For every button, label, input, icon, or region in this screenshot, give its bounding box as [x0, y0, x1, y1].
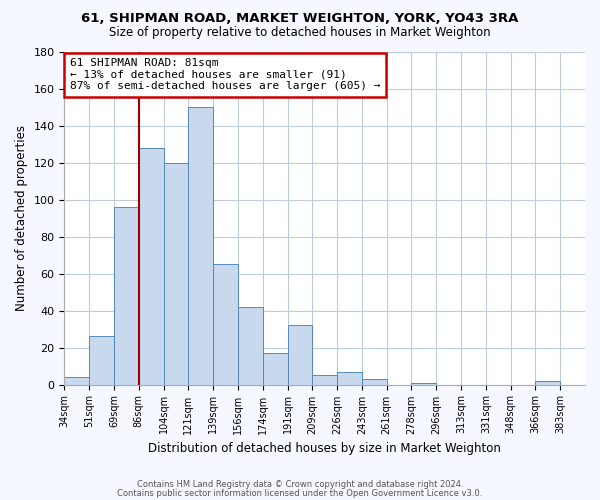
Bar	[64, 377, 89, 384]
Text: Size of property relative to detached houses in Market Weighton: Size of property relative to detached ho…	[109, 26, 491, 39]
Y-axis label: Number of detached properties: Number of detached properties	[15, 125, 28, 311]
Bar	[89, 336, 114, 384]
Bar	[337, 372, 362, 384]
Bar	[164, 162, 188, 384]
Bar	[535, 381, 560, 384]
Text: 61 SHIPMAN ROAD: 81sqm
← 13% of detached houses are smaller (91)
87% of semi-det: 61 SHIPMAN ROAD: 81sqm ← 13% of detached…	[70, 58, 380, 92]
Bar	[362, 379, 386, 384]
Bar	[287, 326, 313, 384]
Text: Contains public sector information licensed under the Open Government Licence v3: Contains public sector information licen…	[118, 488, 482, 498]
Text: Contains HM Land Registry data © Crown copyright and database right 2024.: Contains HM Land Registry data © Crown c…	[137, 480, 463, 489]
X-axis label: Distribution of detached houses by size in Market Weighton: Distribution of detached houses by size …	[148, 442, 501, 455]
Bar	[313, 376, 337, 384]
Bar	[263, 353, 287, 384]
Bar	[188, 107, 213, 384]
Bar	[139, 148, 164, 384]
Text: 61, SHIPMAN ROAD, MARKET WEIGHTON, YORK, YO43 3RA: 61, SHIPMAN ROAD, MARKET WEIGHTON, YORK,…	[82, 12, 518, 26]
Bar	[412, 382, 436, 384]
Bar	[213, 264, 238, 384]
Bar	[238, 307, 263, 384]
Bar	[114, 207, 139, 384]
